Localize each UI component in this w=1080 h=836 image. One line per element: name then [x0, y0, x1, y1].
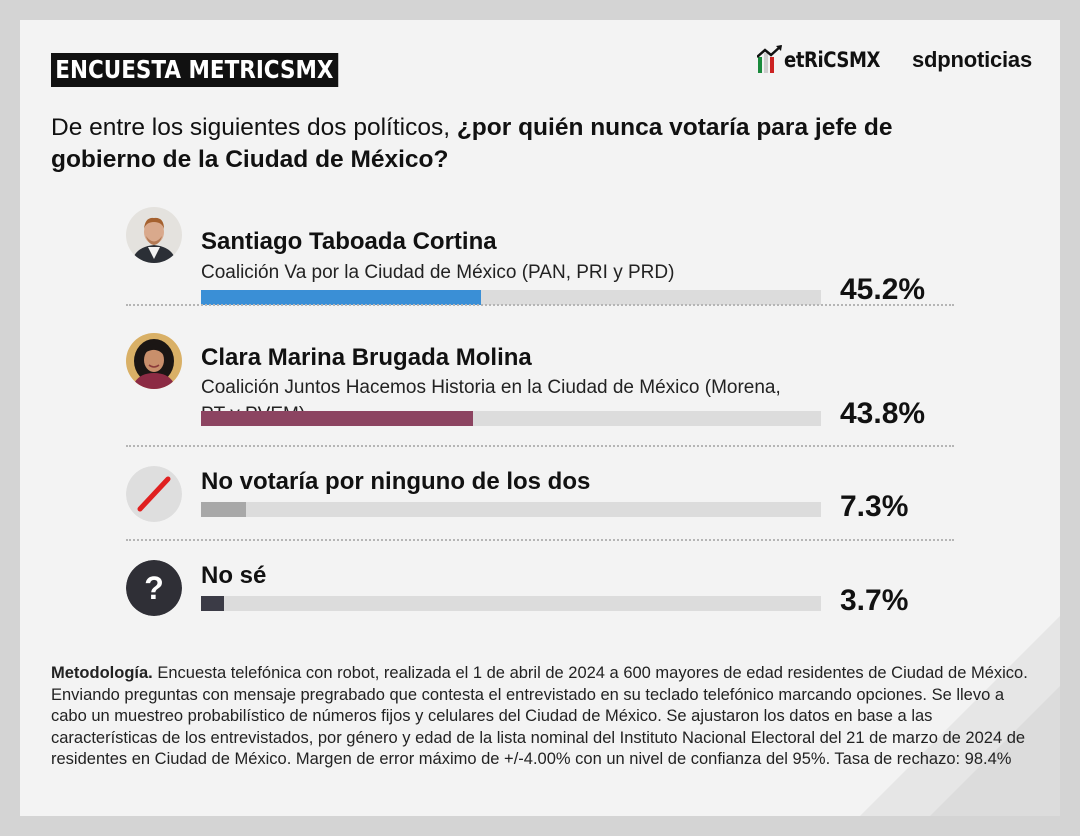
question-icon: ?	[126, 560, 182, 616]
question-plain: De entre los siguientes dos políticos,	[51, 114, 457, 141]
bar-label: No sé	[201, 562, 267, 589]
bar-fill	[201, 596, 224, 611]
row-separator	[126, 539, 954, 541]
bar-track	[201, 502, 821, 517]
bar-value-label: 45.2%	[840, 273, 926, 306]
avatar-clara	[126, 333, 182, 389]
bar-value-label: 7.3%	[840, 490, 909, 523]
methodology-note: Metodología. Encuesta telefónica con rob…	[51, 663, 1036, 771]
bar-label: No votaría por ninguno de los dos	[201, 468, 591, 495]
metricsmx-logo-text: etRiCSMX	[784, 48, 881, 72]
bar-label: Santiago Taboada Cortina	[201, 228, 497, 255]
candidate-photo-clara	[126, 333, 182, 389]
bar-track	[201, 290, 821, 305]
candidate-photo-santiago	[126, 207, 182, 263]
bar-value-label: 43.8%	[840, 397, 926, 430]
bar-track	[201, 411, 821, 426]
bar-subtitle: Coalición Va por la Ciudad de México (PA…	[201, 262, 675, 283]
question-text: De entre los siguientes dos políticos, ¿…	[51, 112, 951, 176]
svg-text:?: ?	[144, 570, 164, 606]
bar-fill	[201, 411, 473, 426]
corner-decoration	[860, 616, 1060, 816]
sdpnoticias-logo: sdpnoticias	[911, 47, 1032, 72]
question-bold: ¿por quién nunca votaría para jefe de go…	[51, 114, 893, 173]
avatar-santiago	[126, 207, 182, 263]
poll-card: ENCUESTA METRICSMX etRiCSMX sdpnoticias …	[20, 20, 1060, 816]
question-icon-wrapper: ?	[126, 560, 182, 616]
slash-icon-wrapper	[126, 466, 182, 522]
survey-tag: ENCUESTA METRICSMX	[51, 53, 339, 87]
metricsmx-mark-icon	[757, 45, 783, 73]
metricsmx-logo: etRiCSMX	[757, 45, 896, 75]
bar-track	[201, 596, 821, 611]
bar-fill	[201, 502, 247, 517]
brand-logos: etRiCSMX sdpnoticias	[757, 45, 1032, 75]
bar-fill	[201, 290, 482, 305]
slash-icon	[126, 466, 182, 522]
row-separator	[126, 304, 954, 306]
methodology-text: Encuesta telefónica con robot, realizada…	[51, 664, 1028, 768]
bar-label: Clara Marina Brugada Molina	[201, 344, 532, 371]
row-separator	[126, 445, 954, 447]
methodology-label: Metodología.	[51, 664, 153, 682]
bar-value-label: 3.7%	[840, 584, 909, 617]
